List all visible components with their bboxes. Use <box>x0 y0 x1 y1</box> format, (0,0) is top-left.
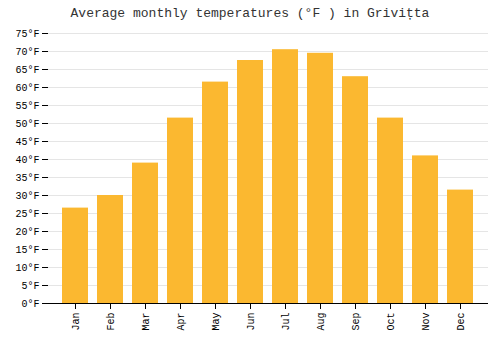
svg-text:May: May <box>211 313 222 331</box>
svg-text:5°F: 5°F <box>21 281 39 292</box>
svg-text:15°F: 15°F <box>15 245 39 256</box>
svg-text:Jun: Jun <box>246 313 257 331</box>
svg-text:75°F: 75°F <box>15 29 39 40</box>
svg-text:Sep: Sep <box>351 313 362 331</box>
svg-text:Aug: Aug <box>316 313 327 331</box>
svg-text:25°F: 25°F <box>15 209 39 220</box>
html-text:Average monthly temperatures (: Average monthly temperatures (°F ) in Gr… <box>70 6 430 21</box>
svg-text:Mar: Mar <box>141 313 152 331</box>
svg-text:0°F: 0°F <box>21 299 39 310</box>
svg-text:20°F: 20°F <box>15 227 39 238</box>
svg-text:65°F: 65°F <box>15 65 39 76</box>
svg-text:Feb: Feb <box>106 313 117 331</box>
svg-text:55°F: 55°F <box>15 101 39 112</box>
svg-text:Oct: Oct <box>386 313 397 331</box>
svg-text:45°F: 45°F <box>15 137 39 148</box>
svg-text:40°F: 40°F <box>15 155 39 166</box>
svg-text:30°F: 30°F <box>15 191 39 202</box>
svg-text:35°F: 35°F <box>15 173 39 184</box>
svg-text:Dec: Dec <box>456 313 467 331</box>
svg-text:Nov: Nov <box>421 313 432 331</box>
svg-text:Apr: Apr <box>176 313 187 331</box>
svg-text:60°F: 60°F <box>15 83 39 94</box>
svg-text:70°F: 70°F <box>15 47 39 58</box>
svg-text:10°F: 10°F <box>15 263 39 274</box>
svg-text:50°F: 50°F <box>15 119 39 130</box>
svg-text:Jul: Jul <box>281 313 292 331</box>
svg-text:Jan: Jan <box>71 313 82 331</box>
